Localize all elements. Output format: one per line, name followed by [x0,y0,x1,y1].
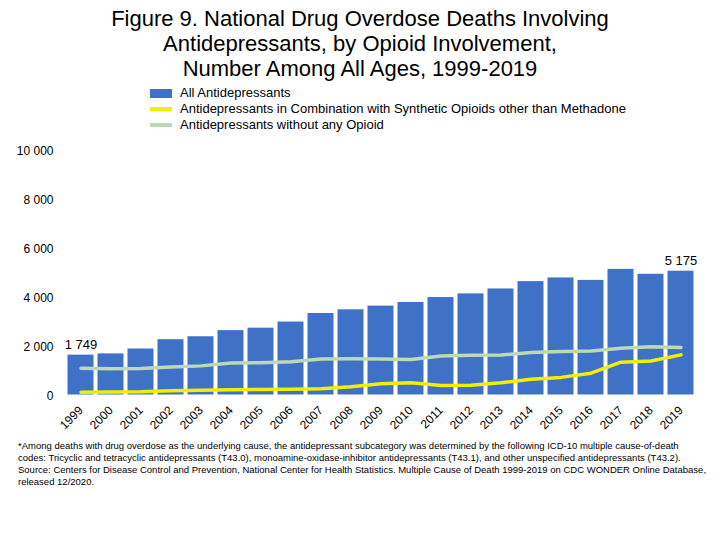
svg-text:2012: 2012 [447,403,476,432]
svg-text:5 175: 5 175 [665,253,698,268]
svg-text:2014: 2014 [507,403,536,432]
svg-text:2019: 2019 [657,403,686,432]
svg-text:2011: 2011 [418,403,446,431]
svg-text:2016: 2016 [567,403,596,432]
svg-text:10 000: 10 000 [17,144,54,158]
svg-text:2017: 2017 [597,403,626,432]
svg-text:1999: 1999 [57,403,86,432]
svg-text:2010: 2010 [387,403,416,432]
svg-text:2003: 2003 [177,403,206,432]
svg-text:2002: 2002 [147,403,176,432]
svg-text:2006: 2006 [267,403,296,432]
svg-text:2008: 2008 [327,403,356,432]
svg-text:8 000: 8 000 [23,193,53,207]
html-text:Figure 9. National Drug Overdo: Figure 9. National Drug Overdose Deaths … [111,6,609,81]
svg-text:2001: 2001 [117,403,146,432]
svg-text:2000: 2000 [87,403,116,432]
svg-text:2007: 2007 [297,403,326,432]
html-text:Antidepressants in Combination: Antidepressants in Combination with Synt… [180,101,626,116]
svg-text:1 749: 1 749 [65,337,98,352]
svg-text:2018: 2018 [627,403,656,432]
svg-text:2 000: 2 000 [23,340,53,354]
html-text:*Among deaths with drug overdo: *Among deaths with drug overdose as the … [18,440,706,487]
svg-text:2004: 2004 [207,403,236,432]
svg-text:2013: 2013 [477,403,506,432]
svg-text:2015: 2015 [537,403,566,432]
html-text:All Antidepressants: All Antidepressants [180,85,291,100]
html-text:Antidepressants without any Op: Antidepressants without any Opioid [180,117,384,132]
svg-text:2009: 2009 [357,403,386,432]
svg-text:0: 0 [47,389,54,403]
svg-text:6 000: 6 000 [23,242,53,256]
svg-text:2005: 2005 [237,403,266,432]
svg-text:4 000: 4 000 [23,291,53,305]
